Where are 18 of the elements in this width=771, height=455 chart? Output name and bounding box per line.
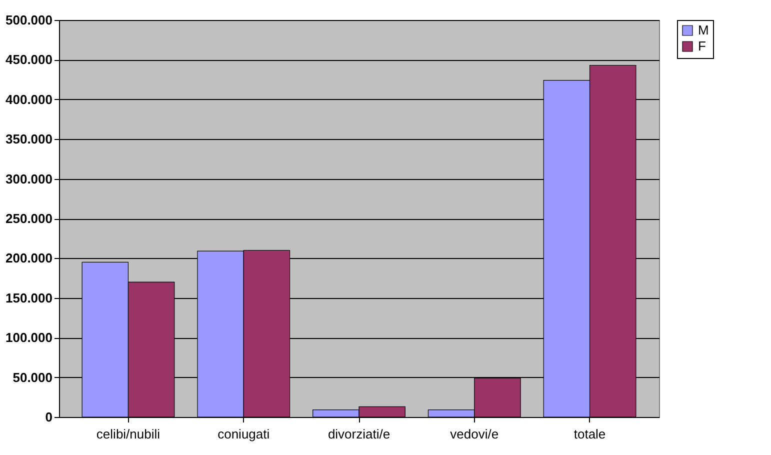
legend-label: M [698,22,709,38]
y-tick-label: 450.000 [6,52,52,68]
y-tick-label: 400.000 [6,92,52,107]
y-tick-label: 200.000 [6,250,52,266]
y-tick-label: 250.000 [6,211,52,226]
x-tick-label: vedovi/e [450,426,499,442]
y-tick-label: 300.000 [6,171,52,186]
x-tick-label: celibi/nubili [96,426,160,442]
y-tick-label: 500.000 [6,12,52,28]
legend-label: F [698,38,706,54]
y-tick-label: 0 [45,410,52,424]
y-tick-label: 350.000 [6,132,52,147]
y-tick-label: 50.000 [12,370,52,385]
x-tick-label: coniugati [218,426,270,442]
x-tick-label: divorziati/e [328,426,390,442]
x-tick-label: totale [574,426,606,442]
y-tick-label: 100.000 [6,330,52,346]
y-tick-label: 150.000 [6,290,52,306]
